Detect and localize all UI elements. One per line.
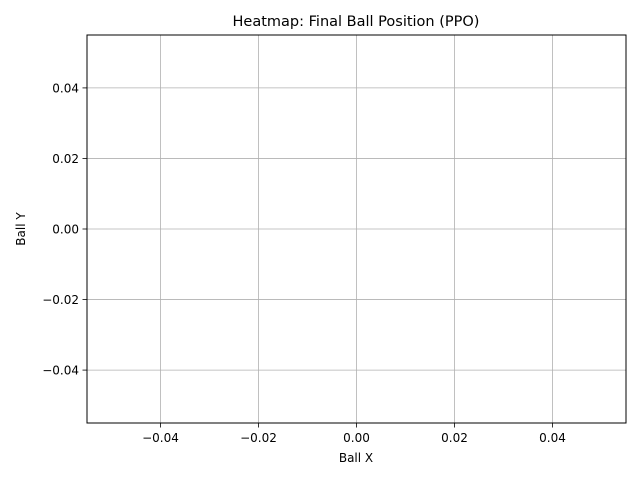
x-tick-label: 0.04 xyxy=(539,431,566,445)
chart-title: Heatmap: Final Ball Position (PPO) xyxy=(233,14,480,30)
x-tick-label: 0.02 xyxy=(441,431,468,445)
y-tick-label: 0.00 xyxy=(52,223,79,237)
x-axis-ticks: −0.04 −0.02 0.00 0.02 0.04 xyxy=(142,423,566,445)
y-tick-label: −0.02 xyxy=(42,293,79,307)
x-tick-label: −0.02 xyxy=(240,431,277,445)
y-axis-label: Ball Y xyxy=(14,212,28,246)
y-tick-label: 0.02 xyxy=(52,152,79,166)
x-tick-label: 0.00 xyxy=(343,431,370,445)
x-tick-label: −0.04 xyxy=(142,431,179,445)
y-tick-label: 0.04 xyxy=(52,81,79,95)
x-axis-label: Ball X xyxy=(339,451,373,465)
grid-lines xyxy=(87,35,626,423)
y-axis-ticks: −0.04 −0.02 0.00 0.02 0.04 xyxy=(42,81,87,378)
y-tick-label: −0.04 xyxy=(42,364,79,378)
